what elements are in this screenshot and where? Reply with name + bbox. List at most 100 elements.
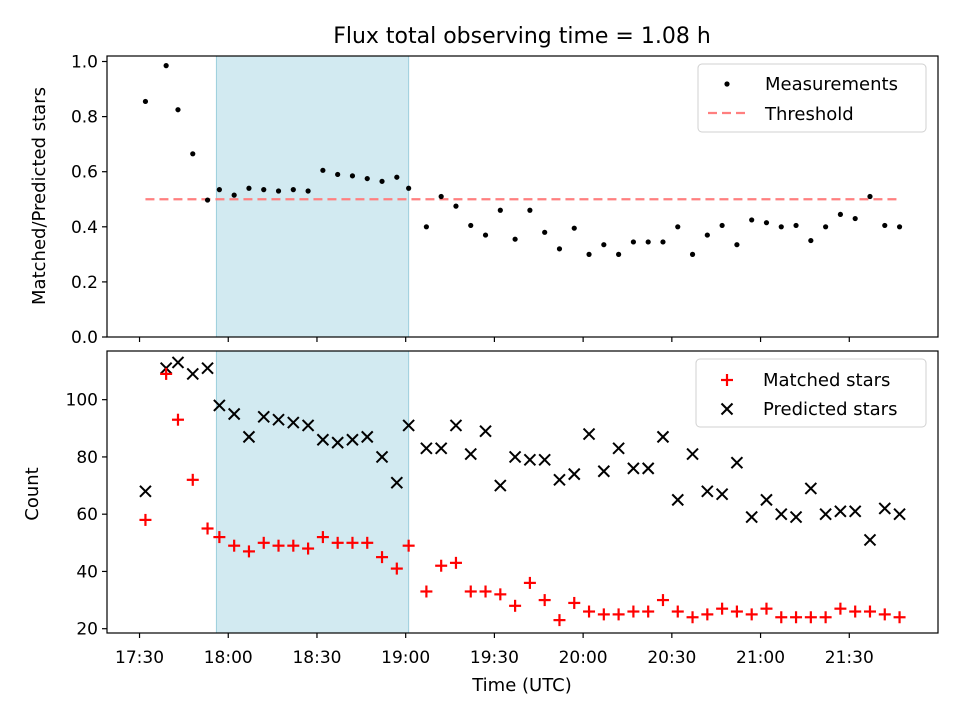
matched-point xyxy=(302,542,315,555)
measurement-point xyxy=(586,251,592,257)
measurement-point xyxy=(852,215,858,222)
measurement-point xyxy=(601,242,607,248)
measurement-point xyxy=(823,224,829,230)
y-tick-label-top: 0.6 xyxy=(71,163,98,183)
matched-point xyxy=(863,605,876,618)
measurement-point xyxy=(261,187,267,193)
measurement-point xyxy=(704,232,710,238)
measurement-point xyxy=(645,239,651,245)
measurement-point xyxy=(406,185,412,191)
y-tick-label-top: 0.0 xyxy=(71,328,98,348)
measurement-point xyxy=(349,173,356,179)
measurement-point xyxy=(379,178,385,184)
y-axis-ticks-top: 0.0 0.2 0.4 0.6 0.8 1.0 xyxy=(71,53,107,348)
matched-point xyxy=(819,611,832,624)
predicted-point xyxy=(523,453,537,466)
measurement-points xyxy=(142,63,903,257)
predicted-point xyxy=(671,493,684,507)
legend-threshold-label: Threshold xyxy=(764,104,854,125)
matched-point xyxy=(272,539,285,552)
matched-point xyxy=(686,611,699,624)
predicted-point xyxy=(745,510,758,524)
measurement-point xyxy=(231,192,237,198)
predicted-point xyxy=(479,424,492,438)
predicted-point xyxy=(893,507,906,521)
measurement-point xyxy=(482,232,489,238)
y-axis-label-bottom: Count xyxy=(22,467,43,520)
measurement-point xyxy=(660,239,666,245)
predicted-point xyxy=(582,427,596,441)
measurement-point xyxy=(896,224,903,230)
predicted-point xyxy=(656,430,670,444)
x-tick-label: 20:00 xyxy=(559,648,608,668)
measurement-point xyxy=(749,217,755,223)
matched-point xyxy=(553,614,566,627)
predicted-points xyxy=(139,356,906,547)
predicted-point xyxy=(715,487,729,501)
predicted-point xyxy=(701,485,714,498)
predicted-point xyxy=(449,419,463,432)
predicted-point xyxy=(316,433,330,446)
legend-measurements-marker xyxy=(724,81,730,87)
predicted-point xyxy=(760,493,773,507)
predicted-point xyxy=(464,447,477,461)
y-tick-label-bottom: 60 xyxy=(76,505,98,525)
measurement-point xyxy=(246,185,252,191)
x-tick-label: 19:30 xyxy=(470,648,519,668)
matched-point xyxy=(597,608,610,621)
matched-point xyxy=(775,611,788,624)
matched-point xyxy=(361,536,374,549)
x-tick-label: 20:30 xyxy=(647,648,696,668)
predicted-point xyxy=(171,356,185,369)
measurement-point xyxy=(394,174,400,180)
measurement-point xyxy=(190,151,196,157)
matched-point xyxy=(376,551,389,564)
plot-frame-bottom xyxy=(106,350,939,634)
matched-point xyxy=(804,611,817,624)
measurement-point xyxy=(275,188,282,194)
predicted-point xyxy=(390,476,404,489)
predicted-point xyxy=(686,447,699,461)
panel-ratio: 0.0 0.2 0.4 0.6 0.8 1.0 Matched/Predicted sta… xyxy=(29,53,939,348)
matched-point xyxy=(878,608,891,621)
x-tick-label: 18:30 xyxy=(292,648,341,668)
matched-point xyxy=(583,605,596,618)
matched-point xyxy=(464,585,477,598)
predicted-point xyxy=(834,505,847,518)
measurement-point xyxy=(808,237,814,244)
matched-point xyxy=(420,585,433,598)
predicted-point xyxy=(848,505,862,518)
measurement-point xyxy=(438,193,444,200)
measurement-point xyxy=(320,167,326,173)
matched-points xyxy=(139,367,906,627)
measurement-point xyxy=(882,222,888,229)
matched-point xyxy=(701,608,714,621)
measurement-point xyxy=(142,98,149,105)
matched-point xyxy=(716,602,729,615)
x-tick-label: 18:00 xyxy=(204,648,253,668)
predicted-point xyxy=(139,485,152,498)
measurement-point xyxy=(497,207,503,213)
matched-point xyxy=(538,594,551,607)
x-tick-label: 19:00 xyxy=(381,648,430,668)
matched-point xyxy=(849,605,862,618)
matched-point xyxy=(160,367,173,380)
matched-point xyxy=(287,539,300,552)
matched-point xyxy=(449,556,462,569)
predicted-point xyxy=(789,510,803,524)
y-tick-label-bottom: 100 xyxy=(66,391,98,411)
matched-point xyxy=(642,605,655,618)
matched-point xyxy=(139,513,152,526)
predicted-point xyxy=(730,456,744,469)
matched-point xyxy=(213,531,226,544)
predicted-point xyxy=(641,462,655,475)
matched-point xyxy=(242,545,255,558)
measurement-point xyxy=(793,222,799,229)
matched-point xyxy=(494,588,507,601)
highlight-band-bottom xyxy=(215,350,410,634)
measurement-point xyxy=(689,251,696,257)
y-tick-label-top: 0.2 xyxy=(71,273,98,293)
measurement-point xyxy=(204,197,211,203)
legend-predicted-marker xyxy=(720,402,734,416)
